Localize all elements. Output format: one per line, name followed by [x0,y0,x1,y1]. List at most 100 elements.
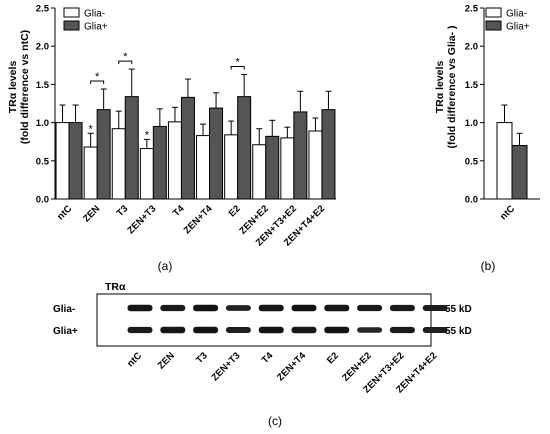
significance-asterisk: * [145,129,150,141]
bar-glia-minus [224,134,239,200]
panel-a-ylabel-line1: TRα levels [7,61,19,114]
panel-a-caption: (a) [158,259,173,273]
legend-swatch [63,7,80,18]
bar-glia-plus [293,111,308,200]
bar-glia-plus [321,109,336,200]
significance-asterisk: * [236,56,241,68]
legend-label: Glia- [506,9,527,20]
blot-lane-label: T3 [194,350,210,366]
significance-asterisk: * [95,71,100,83]
blot-band [160,304,186,312]
legend-label: Glia- [84,9,105,20]
bar-glia-plus [152,125,167,200]
blot-band [422,304,448,312]
blot-row-label: Glia- [53,304,75,315]
panel-a-ylabel-line2: (fold difference vs ntC) [19,30,31,144]
y-tick-label: 1.5 [36,80,50,91]
y-tick-label: 2.0 [465,42,478,53]
blot-frame [96,293,432,347]
blot-band [324,326,350,334]
blot-band [193,326,219,334]
blot-lane-label: E2 [325,350,341,366]
bar-glia-plus [180,96,195,200]
bar-glia-minus [308,130,323,200]
blot-band [127,304,153,312]
significance-bracket [90,80,105,84]
blot-band [225,327,251,333]
bar-glia-minus [196,135,211,200]
blot-row-label: Glia+ [53,326,78,337]
x-tick-label: E2 [227,203,243,219]
y-tick-label: 0.5 [465,156,479,167]
panel-c-caption: (c) [268,414,282,428]
blot-band [160,326,186,334]
bar-glia-plus [511,145,528,200]
bar-glia-plus [124,96,139,200]
blot-band [291,304,317,312]
blot-lane-label: ZEN+E2 [340,350,373,383]
blot-band [389,304,415,312]
blot-size-label: 55 kD [445,326,472,337]
significance-bracket [118,60,133,65]
blot-band [193,304,219,312]
bar-glia-minus [252,144,267,200]
blot-lane-label: ZEN+T4 [275,350,308,383]
bar-glia-minus [139,148,154,200]
panel-a-chart: TRα levels (fold difference vs ntC) 0.0 0… [7,4,336,273]
bar-glia-plus [68,122,83,200]
y-tick-label: 0.5 [36,156,50,167]
x-tick-label: ntC [498,203,517,222]
legend-swatch [63,20,80,31]
blot-title: TRα [105,281,126,293]
panel-b-chart: TRα levels (fold difference vs Glia- ) 0… [434,4,540,273]
y-tick-label: 2.5 [465,4,479,15]
y-tick-label: 1.0 [465,118,478,129]
bar-glia-minus [496,122,513,200]
blot-band [258,304,284,312]
blot-lane-label: ZEN+T3 [210,350,243,383]
significance-bracket [230,65,245,70]
panel-b-ylabel-line1: TRα levels [434,61,446,114]
blot-band [291,326,317,334]
y-tick-label: 0.0 [465,195,478,206]
legend-label: Glia+ [506,22,530,33]
blot-size-label: 55 kD [445,304,472,315]
bar-glia-minus [83,146,98,200]
significance-asterisk: * [89,123,94,135]
blot-band [357,327,383,333]
legend-label: Glia+ [84,22,108,33]
y-tick-label: 2.0 [36,42,49,53]
blot-band [258,326,284,334]
blot-band [357,304,383,312]
bar-glia-minus [280,137,295,200]
y-tick-label: 2.5 [36,4,50,15]
x-tick-label: ZEN+T3 [125,203,158,236]
x-tick-label: T4 [171,203,187,219]
y-tick-label: 1.0 [36,118,49,129]
bar-glia-minus [167,121,182,200]
blot-band [389,326,415,334]
blot-band [324,304,350,312]
x-tick-label: ZEN+T4 [182,203,215,236]
bar-glia-plus [96,109,111,200]
blot-band [127,326,153,334]
blot-lane-label: ntC [125,350,144,369]
panel-b-caption: (b) [481,259,496,273]
blot-band [225,305,251,311]
x-tick-label: ZEN [81,203,102,224]
y-tick-label: 1.5 [465,80,479,91]
x-tick-label: T3 [115,203,131,219]
bar-glia-plus [209,107,224,200]
legend-swatch [485,20,502,31]
y-tick-label: 0.0 [36,195,49,206]
bar-glia-plus [265,135,280,200]
bar-glia-plus [237,96,252,200]
legend-swatch [485,7,502,18]
bar-glia-minus [111,128,126,200]
bar-glia-minus [55,122,70,200]
significance-asterisk: * [123,51,128,63]
panel-b-ylabel-line2: (fold difference vs Glia- ) [446,25,458,148]
x-tick-label: ntC [55,203,74,222]
blot-band [422,327,448,333]
